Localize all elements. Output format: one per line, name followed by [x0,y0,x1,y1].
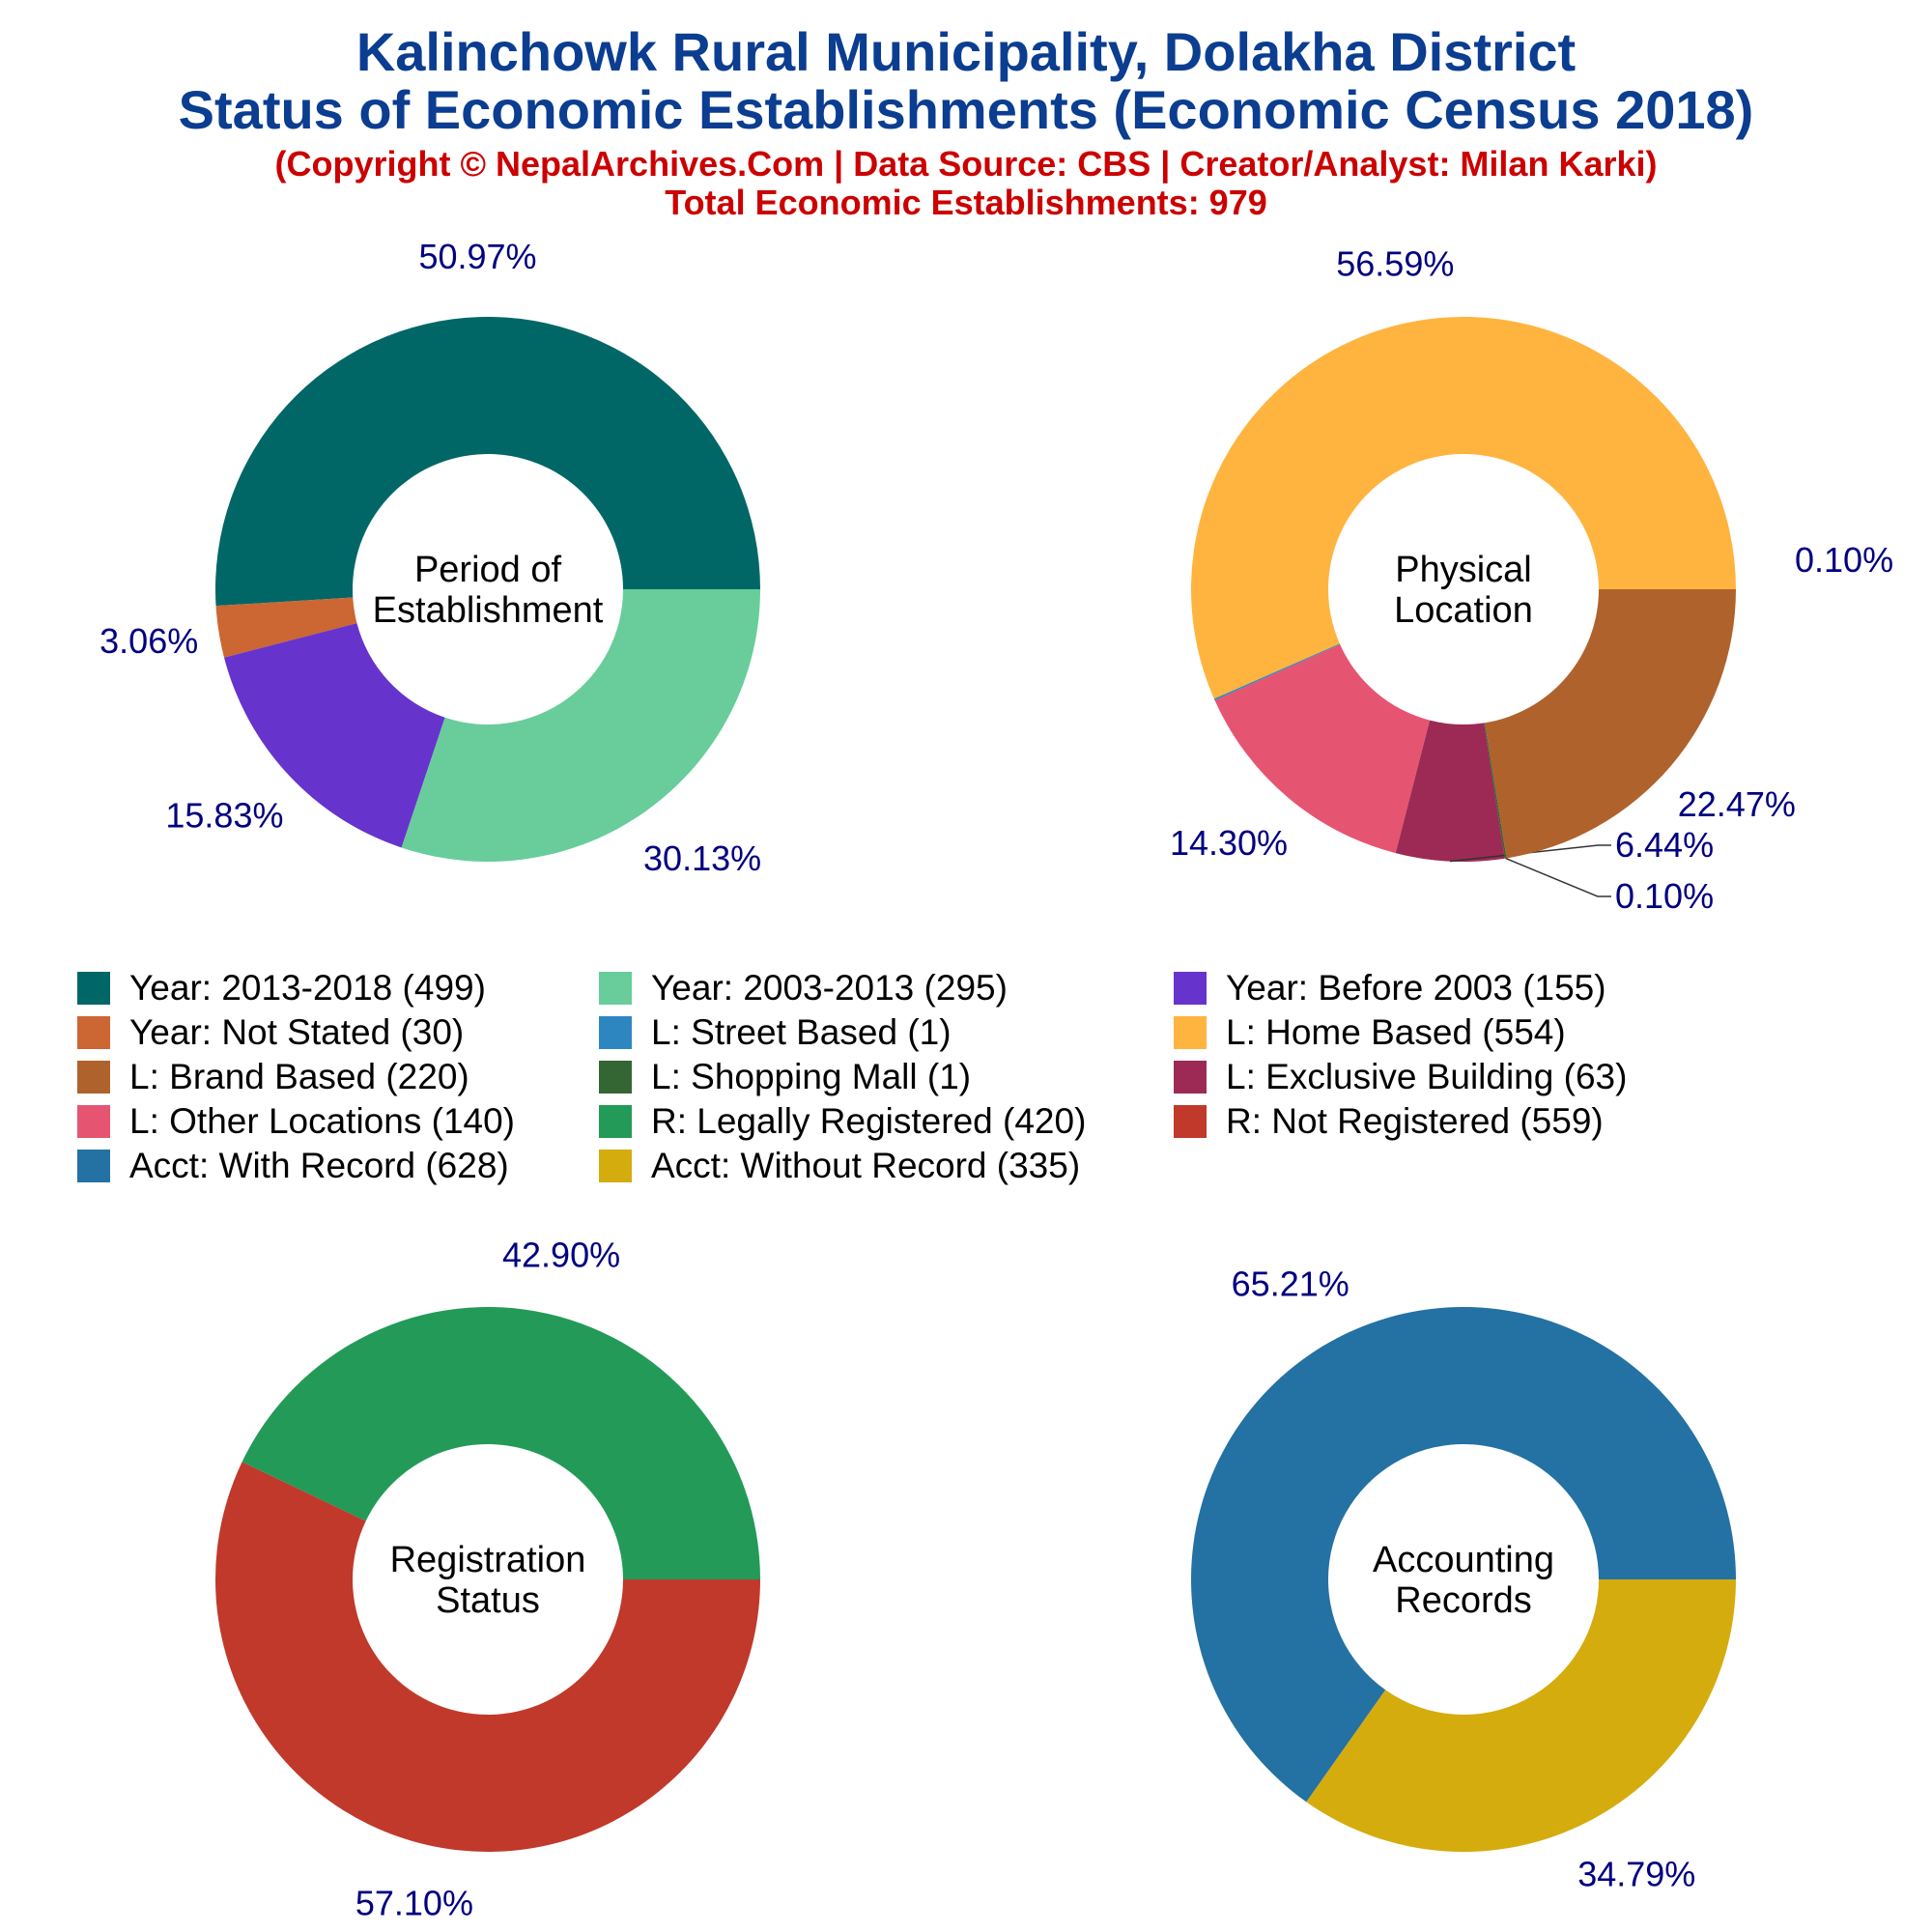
legend-label: Year: Before 2003 (155) [1226,968,1606,1008]
slice-percent-label: 0.10% [1615,876,1714,916]
legend-label: Year: 2013-2018 (499) [129,968,486,1008]
slice-percent-label: 56.59% [1336,243,1454,283]
legend-swatch [599,972,632,1005]
slice-percent-label: 3.06% [99,621,198,661]
chart-header: Kalinchowk Rural Municipality, Dolakha D… [0,23,1932,222]
pie-slice [1395,720,1505,862]
pie-slice [1213,643,1341,701]
legend-swatch [1174,972,1207,1005]
legend-swatch [77,972,110,1005]
pie-slice [1484,723,1507,859]
legend-item: L: Street Based (1) [599,1010,952,1055]
pie-slice [1306,1579,1736,1852]
legend-item: L: Shopping Mall (1) [599,1055,971,1099]
legend-swatch [599,1016,632,1049]
pie-slice [224,623,445,848]
total-establishments: Total Economic Establishments: 979 [665,183,1267,222]
pie-slice [1190,1306,1736,1803]
pie-slice [401,589,760,862]
legend-swatch [1174,1016,1207,1049]
legend-swatch [1174,1061,1207,1094]
pie-slice [215,597,357,658]
legend-item: Acct: Without Record (335) [599,1144,1080,1188]
donut-center-label: Establishment [373,590,604,631]
legend-item: L: Exclusive Building (63) [1174,1055,1627,1099]
legend-label: L: Shopping Mall (1) [651,1057,972,1096]
pie-slice [214,1462,761,1853]
legend-label: L: Home Based (554) [1226,1012,1566,1052]
legend-label: L: Other Locations (140) [129,1101,515,1141]
pie-slice [1190,316,1736,699]
legend-item: L: Other Locations (140) [77,1099,515,1144]
legend-swatch [77,1105,110,1138]
legend-swatch [77,1061,110,1094]
legend-item: R: Not Registered (559) [1174,1099,1604,1144]
slice-percent-label: 34.79% [1577,1854,1695,1893]
slice-percent-label: 6.44% [1615,825,1714,865]
legend-label: Year: Not Stated (30) [129,1012,465,1052]
legend-item: R: Legally Registered (420) [599,1099,1086,1144]
legend-item: Year: 2013-2018 (499) [77,966,486,1010]
legend-label: Year: 2003-2013 (295) [651,968,1008,1008]
slice-percent-label: 57.10% [355,1883,473,1922]
pie-slice [1485,589,1736,859]
slice-percent-label: 30.13% [643,838,761,878]
legend-swatch [599,1061,632,1094]
legend-swatch [77,1150,110,1182]
slice-percent-label: 0.10% [1795,540,1893,580]
slice-percent-label: 22.47% [1678,784,1796,824]
legend-label: R: Legally Registered (420) [651,1101,1087,1141]
legend-label: Acct: With Record (628) [129,1146,509,1185]
pie-slice [214,316,760,607]
legend-label: L: Exclusive Building (63) [1226,1057,1628,1096]
legend-item: Year: 2003-2013 (295) [599,966,1008,1010]
label-leader-line [1449,844,1611,863]
chart-title-line2: Status of Economic Establishments (Econo… [178,79,1754,140]
legend-item: Acct: With Record (628) [77,1144,509,1188]
pie-slice [242,1307,761,1579]
donut-center-label: Accounting [1373,1540,1554,1580]
legend-label: L: Street Based (1) [651,1012,952,1052]
slice-percent-label: 65.21% [1232,1264,1350,1304]
legend-swatch [599,1150,632,1182]
slice-percent-label: 42.90% [502,1236,620,1275]
slice-percent-label: 50.97% [418,237,536,276]
chart-title-line1: Kalinchowk Rural Municipality, Dolakha D… [355,21,1577,82]
label-leader-line [1505,857,1611,897]
legend-swatch [1174,1105,1207,1138]
legend-item: Year: Before 2003 (155) [1174,966,1606,1010]
donut-center-label: Physical [1395,550,1532,590]
pie-slice [1214,644,1431,854]
donut-center-label: Period of [414,550,562,590]
legend-swatch [599,1105,632,1138]
copyright-note: (Copyright © NepalArchives.Com | Data So… [274,144,1658,184]
legend-label: Acct: Without Record (335) [651,1146,1081,1185]
donut-chart: 56.59% 0.10% 14.30% 6.44% 0.10% 22.47% Physica… [1170,243,1893,916]
legend-item: L: Brand Based (220) [77,1055,469,1099]
donut-center-label: Registration [390,1540,586,1580]
donut-chart: 50.97% 3.06% 15.83% 30.13% Period ofEstablis… [99,237,761,878]
donut-center-label: Location [1394,590,1533,631]
donut-center-label: Records [1395,1580,1532,1621]
slice-percent-label: 14.30% [1170,823,1288,863]
slice-percent-label: 15.83% [165,796,283,836]
donut-center-label: Status [436,1580,540,1621]
legend-item: Year: Not Stated (30) [77,1010,464,1055]
legend-swatch [77,1016,110,1049]
legend-label: R: Not Registered (559) [1226,1101,1604,1141]
legend-label: L: Brand Based (220) [129,1057,469,1096]
legend-item: L: Home Based (554) [1174,1010,1566,1055]
